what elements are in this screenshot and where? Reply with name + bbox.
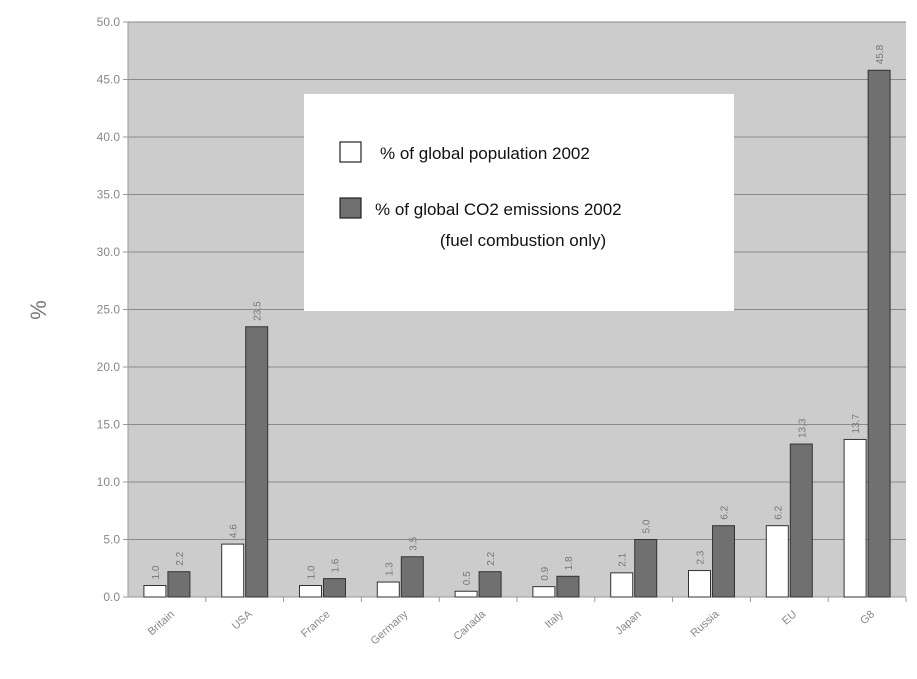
bar-population: [454, 590, 478, 598]
category-label: Britain: [146, 608, 177, 638]
category-label: Canada: [451, 608, 488, 643]
bar-population: [765, 525, 789, 598]
category-label: Russia: [688, 608, 722, 640]
bar-data-label: 0.5: [462, 571, 473, 585]
bar-population: [376, 581, 400, 598]
category-label: France: [299, 608, 332, 640]
bar-data-label: 6.2: [773, 505, 784, 519]
bar-data-label: 13.3: [797, 418, 808, 438]
bars: [143, 69, 891, 598]
bar-data-labels: 1.0 2.2 4.6 23.5 1.0 1.6 1.3 3.5 0.5 2.2 0.9 1.8 2.1…: [151, 44, 886, 585]
legend-label-co2: % of global CO2 emissions 2002: [375, 200, 622, 219]
bar-data-label: 1.0: [307, 565, 318, 579]
y-tick-label: 5.0: [103, 533, 120, 547]
y-tick-label: 20.0: [97, 360, 121, 374]
category-label: Germany: [369, 608, 411, 648]
legend-swatch-co2: [339, 197, 362, 219]
bar-data-label: 1.0: [151, 565, 162, 579]
bar-co2: [245, 326, 269, 598]
bar-co2: [167, 571, 191, 598]
category-label: Japan: [613, 608, 643, 637]
bar-data-label: 2.1: [618, 553, 629, 567]
bar-data-label: 2.2: [486, 551, 497, 565]
bar-data-label: 1.8: [564, 556, 575, 570]
bar-population: [299, 585, 322, 598]
y-tick-label: 10.0: [97, 475, 121, 489]
legend-box: [304, 94, 734, 311]
bar-data-label: 3.5: [408, 536, 419, 550]
bar-data-label: 6.2: [720, 505, 731, 519]
bar-co2: [400, 556, 424, 598]
y-tick-labels: 0.0 5.0 10.0 15.0 20.0 25.0 30.0 35.0 40.0 45.0 50…: [97, 15, 128, 604]
bar-population: [688, 570, 711, 598]
legend: % of global population 2002 % of global …: [304, 94, 734, 311]
bar-data-label: 4.6: [229, 524, 240, 538]
category-label: Italy: [543, 608, 566, 631]
bar-data-label: 1.6: [331, 558, 342, 572]
bar-co2: [634, 539, 658, 598]
bar-data-label: 0.9: [540, 566, 551, 580]
bar-co2: [478, 571, 502, 598]
y-tick-label: 0.0: [103, 590, 120, 604]
bar-data-label: 23.5: [253, 301, 264, 321]
bar-co2: [867, 69, 891, 598]
y-tick-label: 15.0: [97, 418, 121, 432]
bar-population: [532, 586, 556, 598]
legend-label-co2-note: (fuel combustion only): [440, 231, 606, 250]
bar-co2: [789, 443, 813, 598]
legend-label-population: % of global population 2002: [380, 144, 590, 163]
bar-data-label: 2.2: [175, 551, 186, 565]
y-tick-label: 45.0: [97, 73, 121, 87]
y-tick-label: 30.0: [97, 245, 121, 259]
y-tick-label: 50.0: [97, 15, 121, 29]
bar-data-label: 2.3: [696, 550, 707, 564]
bar-population: [221, 543, 245, 598]
category-label: G8: [858, 608, 877, 627]
legend-swatch-population: [339, 141, 362, 163]
bar-data-label: 13.7: [851, 414, 862, 434]
y-tick-label: 40.0: [97, 130, 121, 144]
bar-data-label: 5.0: [642, 519, 653, 533]
category-label: EU: [780, 608, 799, 627]
y-tick-label: 35.0: [97, 188, 121, 202]
y-tick-label: 25.0: [97, 303, 121, 317]
bar-population: [143, 585, 167, 598]
bar-co2: [323, 578, 346, 598]
bar-co2: [712, 525, 735, 598]
bar-data-label: 45.8: [875, 44, 886, 64]
bar-population: [610, 572, 634, 598]
bar-data-label: 1.3: [384, 562, 395, 576]
category-labels: Britain USA France Germany Canada Italy Japan R…: [146, 597, 907, 648]
bar-co2: [556, 575, 580, 598]
bar-population: [843, 438, 867, 598]
y-axis-label: %: [26, 300, 51, 320]
category-label: USA: [230, 608, 255, 632]
